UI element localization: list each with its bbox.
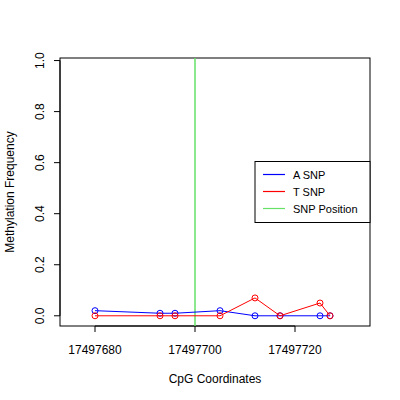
data-point [157, 313, 163, 319]
y-tick [54, 60, 60, 61]
y-tick [54, 162, 60, 163]
data-point [92, 313, 98, 319]
legend-swatch [263, 174, 285, 175]
data-point [252, 295, 258, 301]
y-tick-label: 1.0 [33, 52, 47, 69]
snp-position-line [194, 58, 196, 326]
data-point [217, 313, 223, 319]
legend-swatch [263, 208, 285, 209]
chart: 0.0 0.2 0.4 0.6 0.8 1.0 17497680 17497700 174977… [0, 0, 400, 400]
series-line [95, 298, 330, 316]
background [0, 0, 400, 400]
data-point [277, 313, 283, 319]
x-tick [95, 326, 96, 332]
legend-box [255, 162, 370, 223]
legend-swatch [263, 191, 285, 192]
y-axis-title: Methylation Frequency [3, 131, 17, 252]
legend-label: SNP Position [293, 203, 358, 215]
x-tick-label: 17497700 [168, 343, 222, 357]
y-tick [54, 111, 60, 112]
y-tick [54, 213, 60, 214]
y-tick-label: 0.0 [33, 307, 47, 324]
y-tick [54, 315, 60, 316]
data-point [327, 313, 333, 319]
x-tick-label: 17497680 [68, 343, 122, 357]
x-tick [295, 326, 296, 332]
data-point [252, 313, 258, 319]
plot-frame [60, 58, 370, 326]
y-tick-label: 0.2 [33, 256, 47, 273]
y-tick-label: 0.4 [33, 205, 47, 222]
x-tick [195, 326, 196, 332]
legend: A SNP T SNP SNP Position [255, 162, 370, 223]
data-point [172, 313, 178, 319]
data-point [317, 300, 323, 306]
y-tick [54, 264, 60, 265]
x-axis-title: CpG Coordinates [169, 372, 262, 386]
y-axis-line [60, 61, 61, 316]
plot-area [92, 58, 333, 326]
chart-container: 0.0 0.2 0.4 0.6 0.8 1.0 17497680 17497700 174977… [0, 0, 400, 400]
y-tick-label: 0.8 [33, 103, 47, 120]
legend-label: A SNP [293, 169, 325, 181]
legend-label: T SNP [293, 186, 325, 198]
y-tick-label: 0.6 [33, 154, 47, 171]
x-tick-label: 17497720 [268, 343, 322, 357]
data-point [317, 313, 323, 319]
